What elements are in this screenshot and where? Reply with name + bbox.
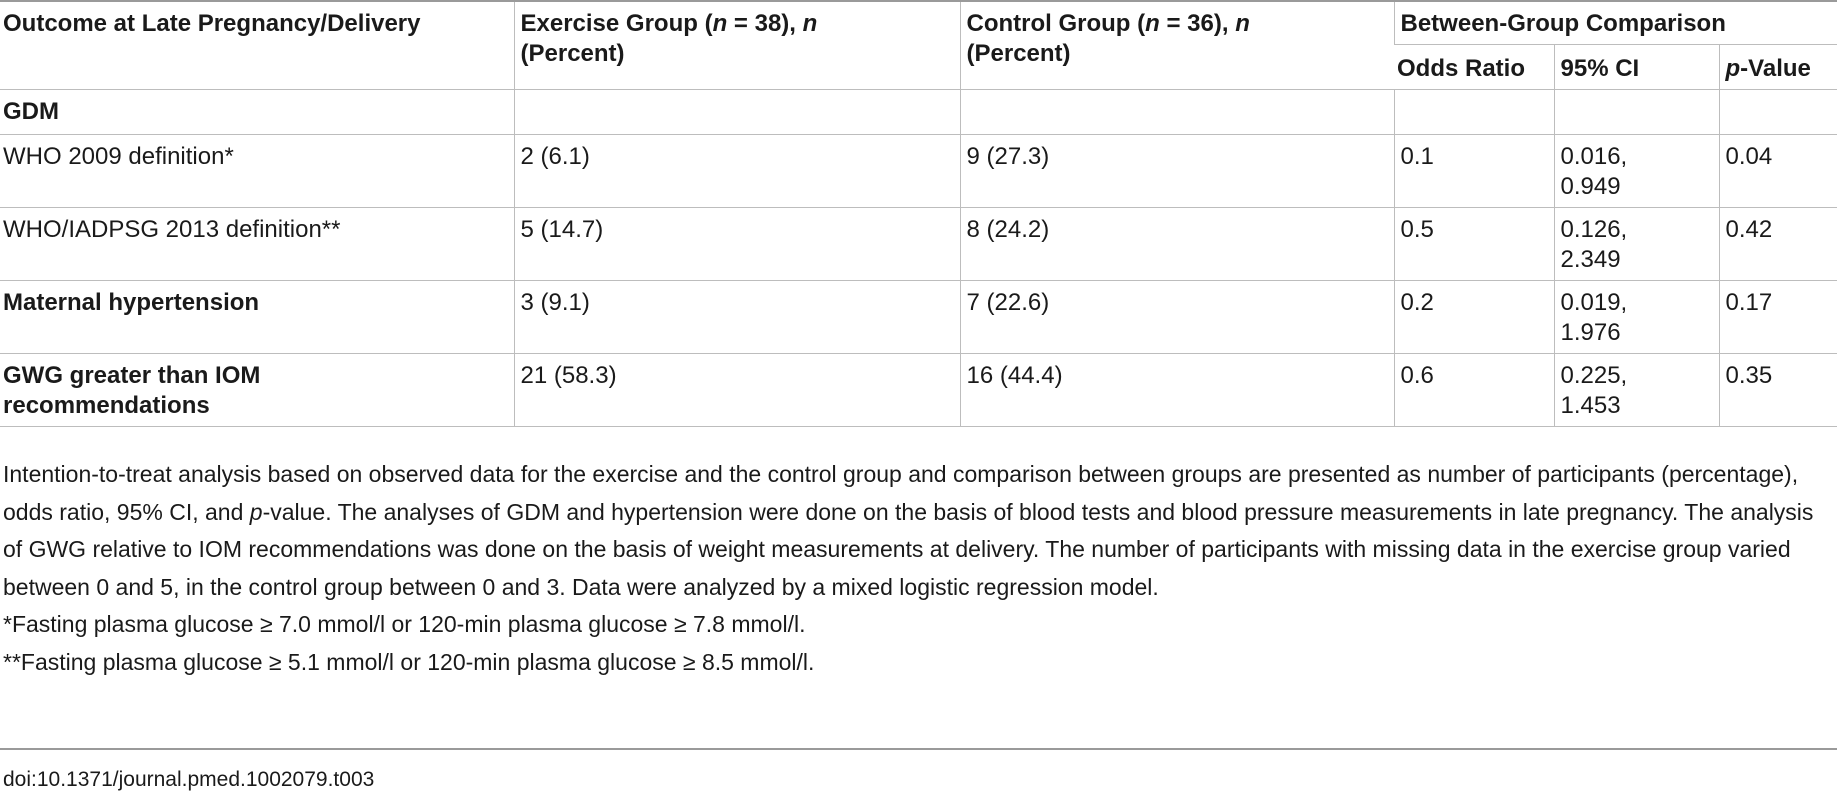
- ci-cell: 0.019, 1.976: [1553, 280, 1719, 354]
- control-cell: 16 (44.4): [959, 353, 1394, 427]
- odds-ratio-cell: 0.1: [1393, 134, 1554, 208]
- footnote-who-2009: *Fasting plasma glucose ≥ 7.0 mmol/l or …: [3, 611, 806, 637]
- table-row: WHO 2009 definition* 2 (6.1) 9 (27.3) 0.…: [0, 134, 1837, 208]
- outcome-cell: Maternal hypertension: [0, 280, 514, 354]
- p-value-cell: [1718, 89, 1837, 135]
- outcome-cell: WHO 2009 definition*: [0, 134, 514, 208]
- exercise-group-header: Exercise Group (n = 38), n (Percent): [513, 0, 960, 90]
- exercise-cell: 5 (14.7): [513, 207, 960, 281]
- outcome-cell: GWG greater than IOM recommendations: [0, 353, 514, 427]
- table-row: Maternal hypertension 3 (9.1) 7 (22.6) 0…: [0, 280, 1837, 354]
- odds-ratio-cell: 0.2: [1393, 280, 1554, 354]
- control-cell: 8 (24.2): [959, 207, 1394, 281]
- odds-ratio-cell: [1393, 89, 1554, 135]
- exercise-cell: [513, 89, 960, 135]
- outcome-cell: WHO/IADPSG 2013 definition**: [0, 207, 514, 281]
- subheader-row: Odds Ratio 95% CI p-Value: [0, 44, 1837, 90]
- exercise-cell: 3 (9.1): [513, 280, 960, 354]
- ci-cell: 0.016, 0.949: [1553, 134, 1719, 208]
- ci-cell: [1553, 89, 1719, 135]
- p-value-cell: 0.35: [1718, 353, 1837, 427]
- p-value-cell: 0.04: [1718, 134, 1837, 208]
- p-value-cell: 0.17: [1718, 280, 1837, 354]
- ci-cell: 0.126, 2.349: [1553, 207, 1719, 281]
- table-footnotes: Intention-to-treat analysis based on obs…: [3, 456, 1823, 681]
- outcome-cell: GDM: [0, 89, 514, 135]
- footnote-who-2013: **Fasting plasma glucose ≥ 5.1 mmol/l or…: [3, 648, 815, 675]
- control-cell: 9 (27.3): [959, 134, 1394, 208]
- doi-link[interactable]: doi:10.1371/journal.pmed.1002079.t003: [3, 768, 375, 791]
- table-row: GWG greater than IOM recommendations 21 (…: [0, 353, 1837, 427]
- exercise-cell: 21 (58.3): [513, 353, 960, 427]
- odds-ratio-cell: 0.5: [1393, 207, 1554, 281]
- footnote-main: Intention-to-treat analysis based on obs…: [3, 461, 1814, 600]
- header-row: Outcome at Late Pregnancy/Delivery Exerc…: [0, 0, 1837, 90]
- table-row: WHO/IADPSG 2013 definition** 5 (14.7) 8 …: [0, 207, 1837, 281]
- p-value-cell: 0.42: [1718, 207, 1837, 281]
- control-cell: [959, 89, 1394, 135]
- odds-ratio-header: Odds Ratio: [1394, 44, 1554, 90]
- between-group-header: Between-Group Comparison: [1393, 0, 1837, 45]
- results-table: Outcome at Late Pregnancy/Delivery Exerc…: [0, 0, 1837, 427]
- ci-cell: 0.225, 1.453: [1553, 353, 1719, 427]
- p-value-header: p-Value: [1718, 44, 1837, 90]
- outcome-header: Outcome at Late Pregnancy/Delivery: [0, 0, 514, 90]
- control-cell: 7 (22.6): [959, 280, 1394, 354]
- control-group-header: Control Group (n = 36), n (Percent): [959, 0, 1394, 90]
- bottom-rule: [0, 748, 1837, 750]
- ci-header: 95% CI: [1553, 44, 1719, 90]
- exercise-cell: 2 (6.1): [513, 134, 960, 208]
- table-row: GDM: [0, 89, 1837, 135]
- odds-ratio-cell: 0.6: [1393, 353, 1554, 427]
